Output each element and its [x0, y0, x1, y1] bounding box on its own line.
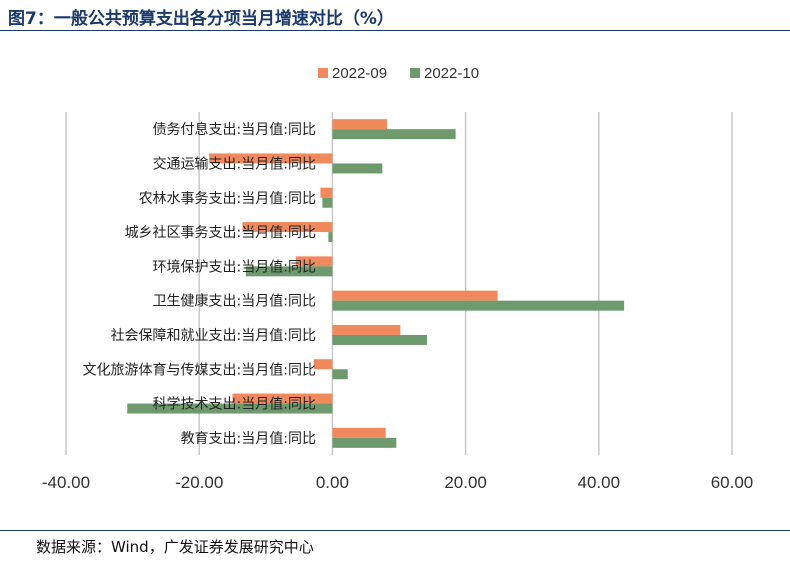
bar-2022-09 [332, 427, 386, 438]
x-tick-labels: -40.00 -20.00 0.00 20.00 40.00 60.00 [42, 473, 753, 492]
bar-2022-10 [328, 232, 333, 243]
bar-2022-10 [245, 266, 333, 277]
category-label: 社会保障和就业支出:当月值:同比 [111, 328, 316, 344]
bar-2022-09 [295, 256, 333, 267]
x-tick-label: 60.00 [711, 473, 754, 492]
category-label: 城乡社区事务支出:当月值:同比 [125, 225, 316, 241]
bar-chart: 债务付息支出:当月值:同比交通运输支出:当月值:同比农林水事务支出:当月值:同比… [42, 65, 753, 492]
x-tick-label: 40.00 [578, 473, 621, 492]
legend-swatch [410, 68, 420, 78]
category-label: 债务付息支出:当月值:同比 [153, 121, 316, 138]
source-rule [0, 530, 790, 531]
x-tick-label: -20.00 [175, 473, 223, 492]
category-label: 文化旅游体育与传媒支出:当月值:同比 [83, 362, 316, 378]
category-label: 科学技术支出:当月值:同比 [153, 397, 316, 413]
category-label: 交通运输支出:当月值:同比 [153, 155, 316, 172]
category-labels: 债务付息支出:当月值:同比交通运输支出:当月值:同比农林水事务支出:当月值:同比… [83, 121, 316, 447]
bar-2022-09 [320, 187, 333, 198]
bar-2022-09 [332, 119, 388, 130]
x-tick-label: -40.00 [42, 473, 90, 492]
bar-2022-10 [322, 197, 333, 208]
bar-2022-10 [332, 163, 383, 174]
bar-2022-09 [313, 359, 333, 370]
category-label: 农林水事务支出:当月值:同比 [139, 191, 316, 207]
legend-label: 2022-10 [424, 65, 479, 82]
x-tick-label: 20.00 [444, 473, 487, 492]
source-note: 数据来源：Wind，广发证券发展研究中心 [36, 538, 314, 556]
bar-2022-10 [127, 403, 333, 414]
legend-swatch [318, 68, 328, 78]
bar-2022-09 [209, 153, 333, 164]
bars [127, 119, 625, 448]
bar-2022-10 [332, 437, 397, 448]
bar-2022-10 [332, 334, 427, 345]
category-label: 教育支出:当月值:同比 [181, 431, 316, 447]
bar-2022-09 [332, 324, 401, 335]
legend-label: 2022-09 [332, 65, 387, 82]
x-tick-label: 0.00 [316, 473, 349, 492]
bar-2022-09 [242, 222, 333, 233]
chart-title: 图7：一般公共预算支出各分项当月增速对比（%） [8, 9, 394, 29]
legend: 2022-09 2022-10 [318, 65, 479, 82]
category-label: 卫生健康支出:当月值:同比 [153, 293, 316, 310]
bar-2022-10 [332, 369, 348, 380]
bar-2022-09 [232, 393, 333, 404]
bar-2022-10 [332, 300, 625, 311]
title-rule [0, 30, 790, 31]
bar-2022-10 [332, 129, 456, 140]
bar-2022-09 [332, 290, 498, 301]
category-label: 环境保护支出:当月值:同比 [153, 259, 316, 275]
